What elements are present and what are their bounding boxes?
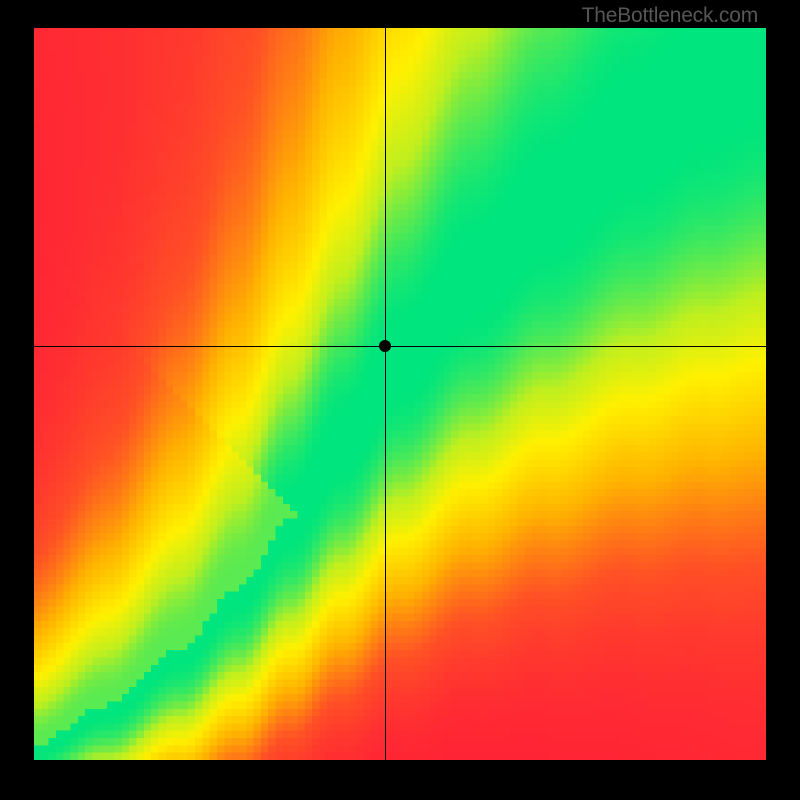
heatmap-canvas <box>34 28 766 760</box>
watermark-text: TheBottleneck.com <box>582 4 758 28</box>
heatmap-plot <box>34 28 766 760</box>
